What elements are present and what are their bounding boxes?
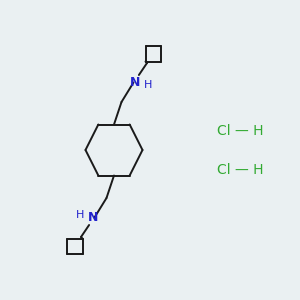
Text: Cl — H: Cl — H <box>217 163 263 176</box>
Text: N: N <box>88 211 98 224</box>
Text: H: H <box>144 80 152 90</box>
Text: Cl — H: Cl — H <box>217 124 263 137</box>
Text: H: H <box>76 210 84 220</box>
Text: N: N <box>130 76 140 89</box>
